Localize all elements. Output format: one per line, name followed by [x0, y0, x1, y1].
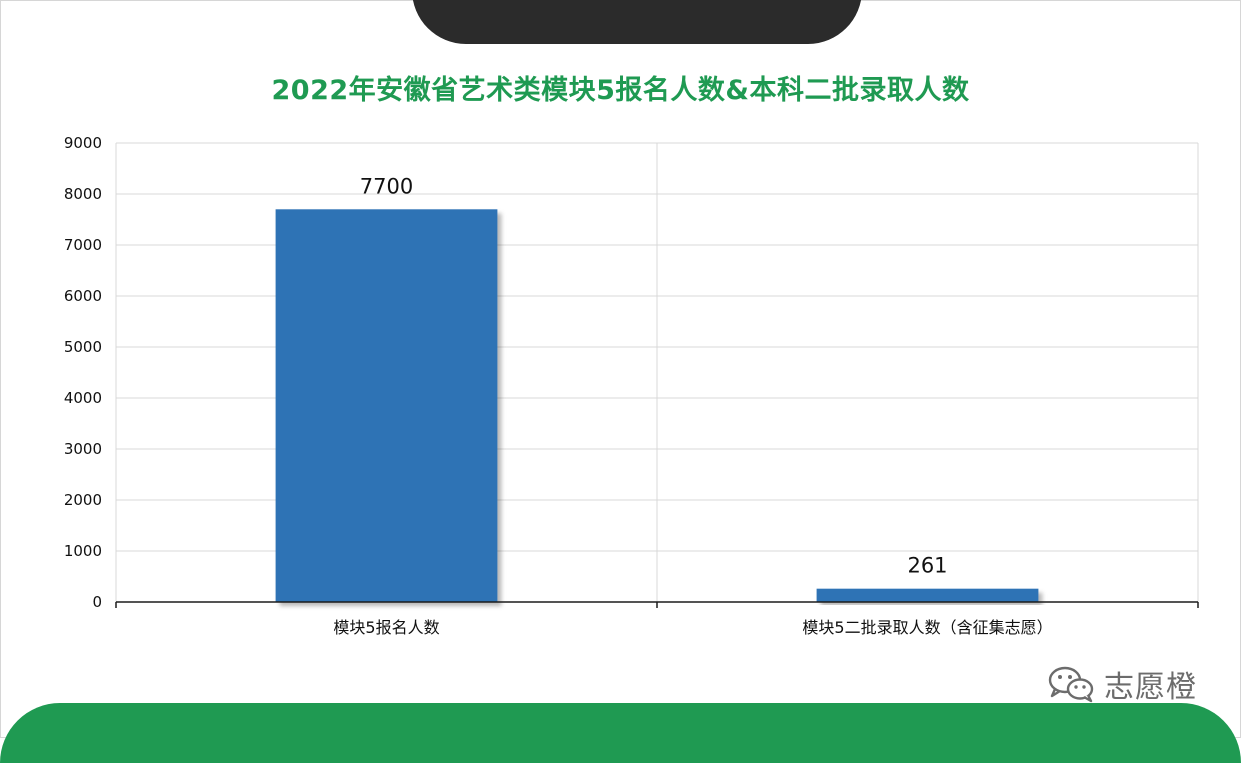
y-tick-label: 0 — [92, 593, 102, 611]
bottom-decoration-band — [0, 703, 1241, 763]
y-tick-label: 9000 — [64, 134, 102, 152]
y-tick-label: 5000 — [64, 338, 102, 356]
chart-title: 2022年安徽省艺术类模块5报名人数&本科二批录取人数 — [271, 75, 970, 106]
watermark: 志愿橙 — [1046, 664, 1197, 705]
x-category-label: 模块5报名人数 — [333, 618, 439, 637]
y-tick-label: 4000 — [64, 389, 102, 407]
bars — [275, 209, 1039, 603]
y-tick-label: 7000 — [64, 236, 102, 254]
axes — [115, 143, 1199, 608]
y-tick-label: 1000 — [64, 542, 102, 560]
labels: 0 1000 2000 3000 4000 5000 6000 7000 8000 9000 770… — [64, 134, 1053, 637]
top-decoration-tab — [412, 0, 862, 44]
bar-chart: 0 1000 2000 3000 4000 5000 6000 7000 8000 9000 770… — [64, 134, 1199, 637]
wechat-icon — [1048, 666, 1094, 703]
data-label: 7700 — [360, 174, 413, 198]
watermark-text: 志愿橙 — [1104, 670, 1197, 705]
bar — [275, 209, 498, 603]
x-category-label: 模块5二批录取人数（含征集志愿） — [802, 618, 1052, 637]
y-tick-label: 8000 — [64, 185, 102, 203]
y-tick-label: 3000 — [64, 440, 102, 458]
bar — [816, 588, 1039, 602]
y-tick-label: 2000 — [64, 491, 102, 509]
y-tick-label: 6000 — [64, 287, 102, 305]
data-label: 261 — [907, 554, 947, 578]
